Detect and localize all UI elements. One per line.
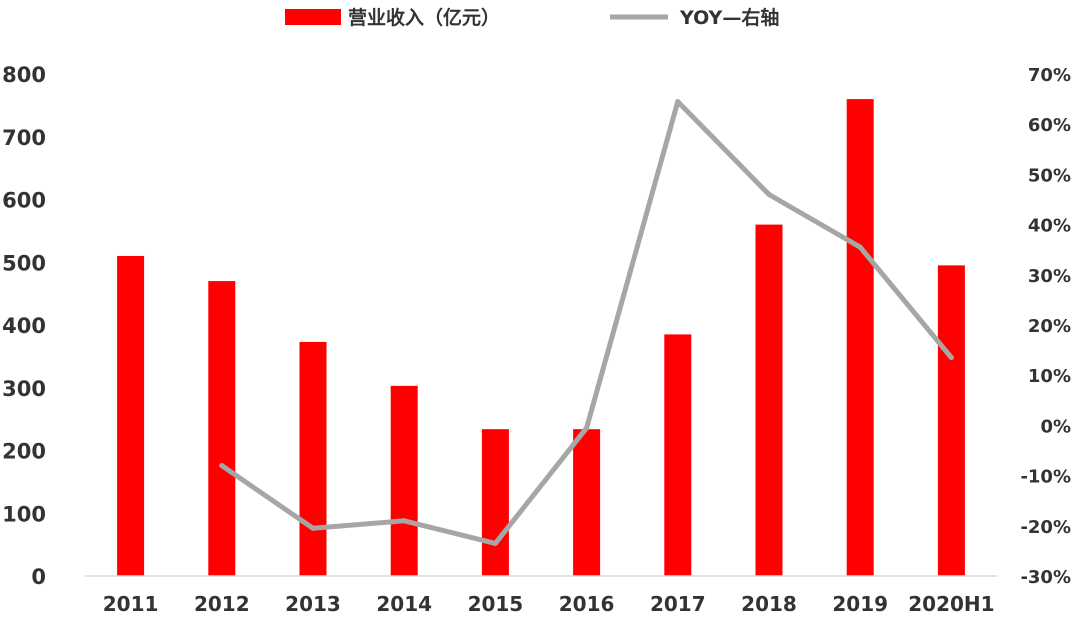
revenue-bar — [664, 334, 692, 576]
revenue-bar — [390, 385, 418, 576]
left-axis-tick-label: 600 — [2, 189, 46, 213]
right-axis: -30% -20% -10% 0% 10% 20% 30% 40% 50% 60% 70% — [1020, 65, 1071, 588]
left-axis-tick-label: 0 — [31, 565, 46, 589]
yoy-point — [401, 518, 407, 524]
revenue-bars — [117, 99, 965, 576]
x-axis-tick-label: 2013 — [285, 592, 341, 616]
yoy-point — [310, 525, 316, 531]
x-axis: 2011 2012 2013 2014 2015 2016 2017 2018 2019 2020… — [103, 592, 995, 616]
x-axis-tick-label: 2012 — [194, 592, 250, 616]
yoy-point — [584, 425, 590, 431]
revenue-bar — [846, 99, 874, 576]
right-axis-tick-label: 30% — [1028, 266, 1071, 287]
right-axis-tick-label: 50% — [1028, 165, 1071, 186]
left-axis-tick-label: 200 — [2, 440, 46, 464]
revenue-bar — [573, 429, 601, 576]
right-axis-tick-label: 40% — [1028, 216, 1071, 237]
legend-swatch-revenue — [285, 9, 341, 25]
left-axis-tick-label: 500 — [2, 251, 46, 275]
x-axis-tick-label: 2019 — [832, 592, 888, 616]
left-axis-tick-label: 400 — [2, 314, 46, 338]
yoy-point — [857, 244, 863, 250]
right-axis-tick-label: -10% — [1020, 467, 1071, 488]
left-axis-tick-label: 700 — [2, 126, 46, 150]
x-axis-tick-label: 2018 — [741, 592, 797, 616]
yoy-point — [219, 463, 225, 469]
left-axis-tick-label: 100 — [2, 502, 46, 526]
x-axis-tick-label: 2020H1 — [908, 592, 994, 616]
yoy-line-group — [219, 99, 954, 546]
yoy-point — [766, 191, 772, 197]
x-axis-tick-label: 2015 — [468, 592, 524, 616]
right-axis-tick-label: 0% — [1040, 416, 1071, 437]
right-axis-tick-label: 10% — [1028, 366, 1071, 387]
revenue-bar — [481, 429, 509, 576]
right-axis-tick-label: 60% — [1028, 115, 1071, 136]
left-axis-tick-label: 800 — [2, 63, 46, 87]
revenue-bar — [208, 281, 236, 576]
legend: 营业收入（亿元） YOY—右轴 — [285, 6, 779, 29]
x-axis-tick-label: 2017 — [650, 592, 706, 616]
x-axis-tick-label: 2014 — [376, 592, 432, 616]
right-axis-tick-label: -30% — [1020, 567, 1071, 588]
revenue-bar — [299, 341, 327, 576]
revenue-bar — [755, 224, 783, 576]
yoy-point — [948, 355, 954, 361]
right-axis-tick-label: -20% — [1020, 517, 1071, 538]
revenue-bar — [937, 265, 965, 576]
yoy-point — [675, 99, 681, 105]
x-axis-tick-label: 2011 — [103, 592, 159, 616]
revenue-bar — [117, 255, 145, 576]
right-axis-tick-label: 20% — [1028, 316, 1071, 337]
legend-label-yoy: YOY—右轴 — [679, 6, 779, 29]
left-axis: 0 100 200 300 400 500 600 700 800 — [2, 63, 46, 589]
legend-label-revenue: 营业收入（亿元） — [348, 6, 500, 29]
left-axis-tick-label: 300 — [2, 377, 46, 401]
x-axis-tick-label: 2016 — [559, 592, 615, 616]
yoy-point — [492, 540, 498, 546]
right-axis-tick-label: 70% — [1028, 65, 1071, 86]
